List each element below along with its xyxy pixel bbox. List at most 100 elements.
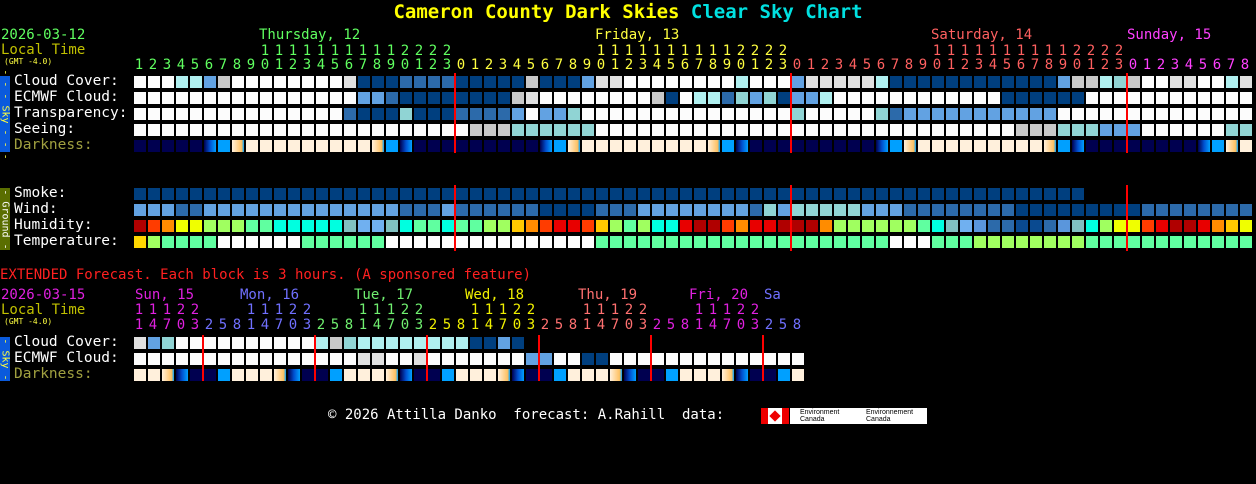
forecast-cell [1016, 236, 1028, 248]
forecast-cell [638, 220, 650, 232]
forecast-cell [582, 353, 594, 365]
forecast-cell [400, 236, 412, 248]
forecast-cell [512, 353, 524, 365]
forecast-cell [470, 124, 482, 136]
forecast-cell [554, 369, 566, 381]
hour-tens: 1 [694, 302, 704, 318]
hour-tens: 1 [582, 302, 592, 318]
forecast-cell [232, 337, 244, 349]
forecast-cell [694, 108, 706, 120]
forecast-cell [400, 204, 412, 216]
row-label: Darkness: [14, 366, 93, 382]
forecast-cell [386, 140, 398, 152]
forecast-cell [344, 76, 356, 88]
forecast-cell [778, 188, 790, 200]
forecast-cell [680, 124, 692, 136]
forecast-cell [190, 92, 202, 104]
forecast-cell [134, 124, 146, 136]
forecast-cell [652, 220, 664, 232]
forecast-cell [876, 140, 888, 152]
forecast-cell [680, 92, 692, 104]
forecast-cell [932, 236, 944, 248]
forecast-cell [904, 108, 916, 120]
forecast-cell [764, 188, 776, 200]
forecast-cell [442, 236, 454, 248]
forecast-cell [246, 188, 258, 200]
hour-units: 8 [1044, 57, 1054, 73]
hour-tens: 1 [1030, 43, 1040, 59]
forecast-cell [624, 188, 636, 200]
forecast-cell [498, 188, 510, 200]
forecast-cell [736, 140, 748, 152]
forecast-cell [778, 220, 790, 232]
forecast-cell [1100, 92, 1112, 104]
forecast-cell [260, 108, 272, 120]
forecast-cell [176, 108, 188, 120]
forecast-cell [554, 108, 566, 120]
forecast-cell [834, 92, 846, 104]
hour-units: 9 [246, 57, 256, 73]
forecast-cell [288, 353, 300, 365]
forecast-cell [400, 188, 412, 200]
forecast-cell [316, 369, 328, 381]
forecast-cell [456, 92, 468, 104]
forecast-cell [1072, 236, 1084, 248]
hour-units: 3 [1114, 57, 1124, 73]
forecast-cell [134, 369, 146, 381]
footer-credits: © 2026 Attilla Danko forecast: A.Rahill … [328, 407, 725, 423]
hour-units: 2 [428, 317, 438, 333]
forecast-cell [414, 140, 426, 152]
hour-units: 4 [1184, 57, 1194, 73]
forecast-cell [176, 76, 188, 88]
forecast-cell [204, 140, 216, 152]
forecast-cell [470, 353, 482, 365]
forecast-cell [624, 220, 636, 232]
forecast-cell [582, 188, 594, 200]
forecast-cell [610, 140, 622, 152]
forecast-cell [1086, 140, 1098, 152]
hour-units: 6 [204, 57, 214, 73]
forecast-cell [484, 220, 496, 232]
forecast-cell [512, 236, 524, 248]
forecast-cell [232, 236, 244, 248]
forecast-cell [358, 353, 370, 365]
forecast-cell [596, 236, 608, 248]
hour-tens: 2 [778, 43, 788, 59]
hour-units: 0 [736, 57, 746, 73]
forecast-cell [974, 204, 986, 216]
forecast-cell [162, 236, 174, 248]
hour-units: 6 [1212, 57, 1222, 73]
forecast-cell [372, 353, 384, 365]
hour-units: 9 [722, 57, 732, 73]
forecast-cell [540, 124, 552, 136]
forecast-cell [414, 92, 426, 104]
forecast-cell [582, 124, 594, 136]
forecast-cell [442, 92, 454, 104]
hour-units: 5 [526, 57, 536, 73]
forecast-cell [1058, 204, 1070, 216]
forecast-cell [190, 220, 202, 232]
forecast-cell [680, 140, 692, 152]
hour-tens: 1 [372, 43, 382, 59]
forecast-cell [428, 353, 440, 365]
forecast-cell [792, 92, 804, 104]
forecast-cell [694, 220, 706, 232]
forecast-cell [526, 124, 538, 136]
forecast-cell [1058, 92, 1070, 104]
forecast-cell [162, 108, 174, 120]
forecast-cell [1170, 236, 1182, 248]
hour-tens: 2 [638, 302, 648, 318]
forecast-cell [946, 108, 958, 120]
environment-canada-logo[interactable]: Environment Canada Environnement Canada [790, 408, 927, 424]
extended-day-label: Mon, 16 [240, 287, 300, 303]
forecast-cell [274, 236, 286, 248]
hour-units: 2 [288, 57, 298, 73]
forecast-cell [1128, 76, 1140, 88]
forecast-cell [876, 220, 888, 232]
forecast-cell [932, 108, 944, 120]
forecast-cell [540, 188, 552, 200]
forecast-cell [540, 140, 552, 152]
forecast-cell [610, 369, 622, 381]
hour-units: 6 [344, 57, 354, 73]
forecast-cell [470, 236, 482, 248]
